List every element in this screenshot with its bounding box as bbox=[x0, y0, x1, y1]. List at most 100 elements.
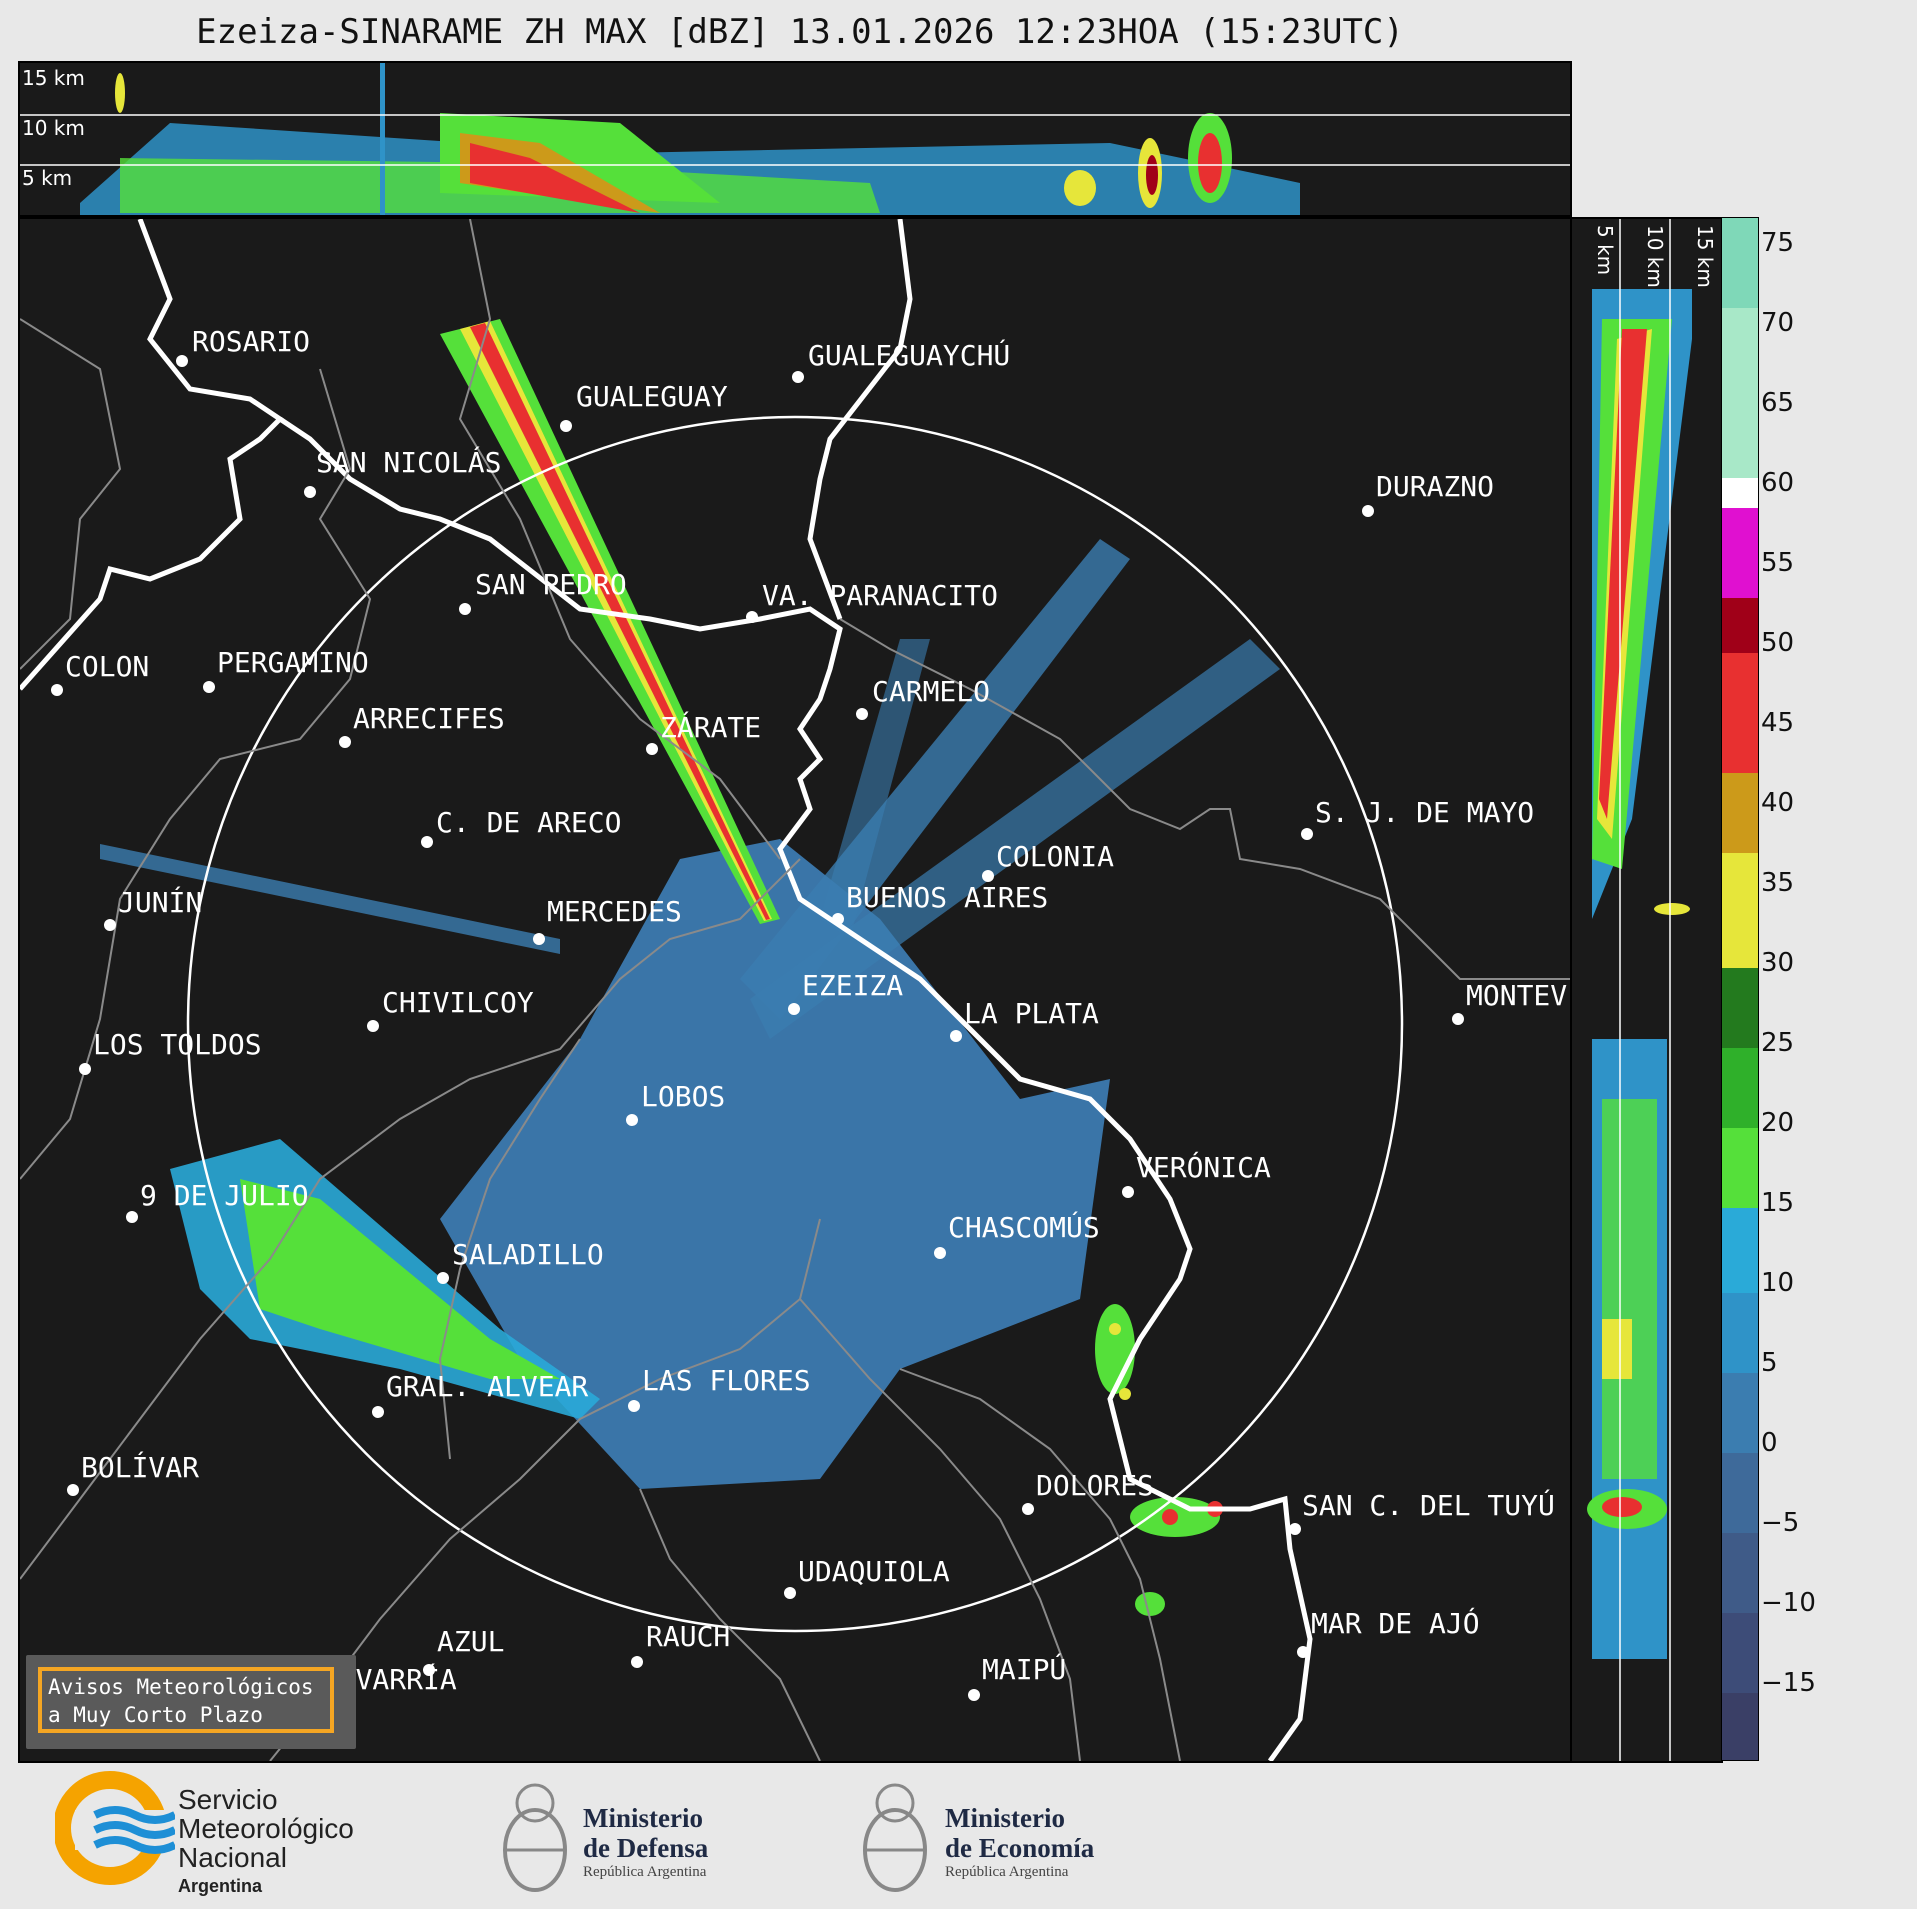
svg-text:CARMELO: CARMELO bbox=[872, 675, 990, 708]
cb-band-70-75 bbox=[1722, 218, 1758, 308]
svg-text:COLONIA: COLONIA bbox=[996, 840, 1114, 873]
city-colon: COLON bbox=[51, 650, 149, 696]
svg-text:VERÓNICA: VERÓNICA bbox=[1136, 1150, 1271, 1184]
svg-text:RAUCH: RAUCH bbox=[646, 1620, 730, 1653]
city-chascomus: CHASCOMÚS bbox=[934, 1210, 1100, 1259]
cb-band-40 bbox=[1722, 773, 1758, 853]
svg-text:MERCEDES: MERCEDES bbox=[547, 895, 682, 928]
city-rauch: RAUCH bbox=[631, 1620, 730, 1668]
cb-tick-0: 0 bbox=[1761, 1428, 1778, 1458]
svg-text:9 DE JULIO: 9 DE JULIO bbox=[140, 1179, 309, 1212]
svg-text:ZÁRATE: ZÁRATE bbox=[660, 710, 761, 744]
svg-text:DOLORES: DOLORES bbox=[1036, 1469, 1154, 1502]
city-montev: MONTEV bbox=[1452, 979, 1567, 1025]
city-ezeiza: EZEIZA bbox=[788, 969, 903, 1015]
city-carmelo: CARMELO bbox=[856, 675, 990, 720]
economia-shield-icon bbox=[863, 1783, 927, 1892]
cb-tick-neg15: −15 bbox=[1761, 1668, 1816, 1698]
cb-band-35 bbox=[1722, 853, 1758, 968]
top-alt-5km: 5 km bbox=[22, 166, 72, 190]
svg-text:JUNÍN: JUNÍN bbox=[118, 885, 202, 919]
cb-band-20 bbox=[1722, 1128, 1758, 1208]
svg-text:VA. PARANACITO: VA. PARANACITO bbox=[762, 579, 998, 612]
warning-box-frame[interactable]: Avisos Meteorológicos a Muy Corto Plazo bbox=[38, 1667, 334, 1733]
cb-tick-45: 45 bbox=[1761, 708, 1795, 738]
cb-band-neg10 bbox=[1722, 1613, 1758, 1693]
svg-text:SAN PEDRO: SAN PEDRO bbox=[475, 568, 627, 601]
cb-band-15 bbox=[1722, 1208, 1758, 1293]
svg-text:LOS TOLDOS: LOS TOLDOS bbox=[93, 1028, 262, 1061]
side-alt-15km: 15 km bbox=[1693, 225, 1717, 288]
cb-band-60 bbox=[1722, 478, 1758, 508]
cb-tick-60: 60 bbox=[1761, 468, 1795, 498]
svg-text:DURAZNO: DURAZNO bbox=[1376, 470, 1494, 503]
svg-text:ROSARIO: ROSARIO bbox=[192, 325, 310, 358]
defensa-shield-icon bbox=[503, 1783, 567, 1892]
svg-text:CHASCOMÚS: CHASCOMÚS bbox=[948, 1210, 1100, 1244]
cb-tick-35: 35 bbox=[1761, 868, 1795, 898]
svg-text:MONTEV: MONTEV bbox=[1466, 979, 1567, 1012]
boundary-layer bbox=[20, 219, 1570, 1761]
cb-tick-20: 20 bbox=[1761, 1108, 1795, 1138]
warning-line-2: a Muy Corto Plazo bbox=[48, 1703, 263, 1727]
city-bolivar: BOLÍVAR bbox=[67, 1450, 199, 1496]
cities-layer: ROSARIO GUALEGUAYCHÚ GUALEGUAY SAN NICOL… bbox=[51, 325, 1567, 1715]
city-gualeguaychu: GUALEGUAYCHÚ bbox=[792, 338, 1010, 383]
side-alt-5km: 5 km bbox=[1593, 225, 1617, 275]
svg-text:COLON: COLON bbox=[65, 650, 149, 683]
svg-text:SALADILLO: SALADILLO bbox=[452, 1238, 604, 1271]
side-echo-shapes bbox=[1587, 289, 1692, 1659]
city-chivilcoy: CHIVILCOY bbox=[367, 986, 534, 1032]
svg-text:CHIVILCOY: CHIVILCOY bbox=[382, 986, 534, 1019]
city-las-flores: LAS FLORES bbox=[628, 1364, 811, 1412]
city-veronica: VERÓNICA bbox=[1122, 1150, 1271, 1198]
city-zarate: ZÁRATE bbox=[646, 710, 761, 755]
economia-logo-text: Ministerio de Economía República Argenti… bbox=[945, 1803, 1095, 1880]
city-9-de-julio: 9 DE JULIO bbox=[126, 1179, 309, 1223]
city-san-nicolas: SAN NICOLÁS bbox=[304, 445, 501, 498]
cb-band-0 bbox=[1722, 1453, 1758, 1533]
svg-text:AZUL: AZUL bbox=[437, 1625, 504, 1658]
cb-band-25 bbox=[1722, 1048, 1758, 1128]
cb-tick-30: 30 bbox=[1761, 948, 1795, 978]
cb-tick-75: 75 bbox=[1761, 228, 1795, 258]
city-udaquiola: UDAQUIOLA bbox=[784, 1555, 950, 1599]
radar-title: Ezeiza-SINARAME ZH MAX [dBZ] 13.01.2026 … bbox=[196, 12, 1404, 52]
svg-text:EZEIZA: EZEIZA bbox=[802, 969, 903, 1002]
city-gral-alvear: GRAL. ALVEAR bbox=[372, 1370, 588, 1418]
dbz-colorbar bbox=[1721, 217, 1759, 1761]
top-alt-10km: 10 km bbox=[22, 116, 85, 140]
cb-tick-40: 40 bbox=[1761, 788, 1795, 818]
cb-tick-70: 70 bbox=[1761, 308, 1795, 338]
cb-band-30 bbox=[1722, 968, 1758, 1048]
side-cross-section-panel: 5 km 10 km 15 km bbox=[1570, 217, 1723, 1763]
cb-tick-neg5: −5 bbox=[1761, 1508, 1800, 1538]
city-arrecifes: ARRECIFES bbox=[339, 702, 505, 748]
city-sj-de-mayo: S. J. DE MAYO bbox=[1301, 796, 1534, 840]
svg-text:SAN C. DEL TUYÚ: SAN C. DEL TUYÚ bbox=[1302, 1488, 1555, 1522]
radar-map-panel[interactable]: ROSARIO GUALEGUAYCHÚ GUALEGUAY SAN NICOL… bbox=[18, 217, 1572, 1763]
city-maipu: MAIPÚ bbox=[968, 1652, 1066, 1701]
svg-text:C. DE ARECO: C. DE ARECO bbox=[436, 806, 621, 839]
smn-logo-text: Servicio Meteorológico Nacional Argentin… bbox=[178, 1784, 354, 1896]
cb-band-neg15 bbox=[1722, 1693, 1758, 1760]
svg-text:SAN NICOLÁS: SAN NICOLÁS bbox=[316, 445, 501, 479]
cb-band-10 bbox=[1722, 1293, 1758, 1373]
radar-map-svg: ROSARIO GUALEGUAYCHÚ GUALEGUAY SAN NICOL… bbox=[20, 219, 1570, 1761]
side-cross-section-svg: 5 km 10 km 15 km bbox=[1587, 219, 1717, 1761]
cb-tick-15: 15 bbox=[1761, 1188, 1795, 1218]
cb-tick-25: 25 bbox=[1761, 1028, 1795, 1058]
city-san-c-del-tuyu: SAN C. DEL TUYÚ bbox=[1289, 1488, 1555, 1535]
warning-line-1: Avisos Meteorológicos bbox=[48, 1675, 314, 1699]
warning-box[interactable]: Avisos Meteorológicos a Muy Corto Plazo bbox=[26, 1655, 356, 1749]
city-azul: AZUL bbox=[423, 1625, 504, 1676]
cb-band-50 bbox=[1722, 598, 1758, 653]
svg-text:GRAL. ALVEAR: GRAL. ALVEAR bbox=[386, 1370, 588, 1403]
svg-text:MAIPÚ: MAIPÚ bbox=[982, 1652, 1066, 1686]
cb-tick-neg10: −10 bbox=[1761, 1588, 1816, 1618]
top-echo-shapes bbox=[80, 63, 1300, 215]
svg-text:BUENOS AIRES: BUENOS AIRES bbox=[846, 881, 1048, 914]
defensa-logo-text: Ministerio de Defensa República Argentin… bbox=[583, 1803, 709, 1880]
svg-text:UDAQUIOLA: UDAQUIOLA bbox=[798, 1555, 950, 1588]
svg-text:GUALEGUAYCHÚ: GUALEGUAYCHÚ bbox=[808, 338, 1010, 372]
